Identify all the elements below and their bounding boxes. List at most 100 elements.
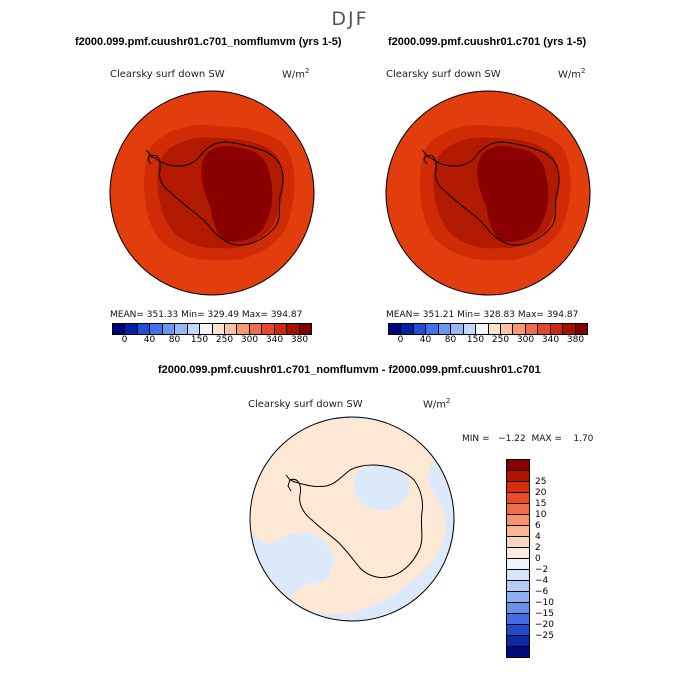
colorbar-tick-label: 340 bbox=[265, 335, 284, 345]
left-map-border bbox=[109, 90, 315, 296]
colorbar-swatch bbox=[299, 324, 311, 334]
colorbar-tick-label: −25 bbox=[535, 631, 554, 641]
left-colorbar-swatches bbox=[112, 323, 312, 335]
colorbar-swatch bbox=[507, 526, 529, 537]
colorbar-tick-label: 80 bbox=[444, 335, 457, 345]
diff-map-border bbox=[249, 416, 455, 622]
colorbar-tick-label: −15 bbox=[535, 609, 554, 619]
left-case-title: f2000.099.pmf.cuushr01.c701_nomflumvm (y… bbox=[75, 36, 342, 48]
colorbar-tick-label: 250 bbox=[491, 335, 510, 345]
colorbar-tick-label: 20 bbox=[535, 488, 547, 498]
diff-map-coastline bbox=[288, 464, 423, 579]
colorbar-swatch bbox=[507, 603, 529, 614]
colorbar-swatch bbox=[413, 324, 427, 334]
right-units: W/m2 bbox=[558, 67, 586, 81]
colorbar-tick-label: 40 bbox=[143, 335, 156, 345]
colorbar-swatch bbox=[113, 324, 126, 334]
colorbar-swatch bbox=[507, 614, 529, 625]
left-field-label: Clearsky surf down SW bbox=[110, 69, 225, 80]
colorbar-tick-label: 10 bbox=[535, 510, 547, 520]
right-colorbar: 0 40 80 150 250 300 340 380 bbox=[388, 323, 588, 347]
diff-colorbar-ticks: 25 20 15 10 6 4 2 0 −2 −4 −6 −10 −15 −20 −25 bbox=[535, 459, 575, 641]
colorbar-swatch bbox=[389, 324, 402, 334]
colorbar-tick-label: 150 bbox=[466, 335, 485, 345]
colorbar-swatch bbox=[507, 570, 529, 581]
colorbar-tick-label: 340 bbox=[541, 335, 560, 345]
diff-units: W/m2 bbox=[423, 397, 451, 411]
colorbar-swatch bbox=[507, 559, 529, 570]
diff-map-peninsula bbox=[285, 474, 292, 492]
colorbar-tick-label: 40 bbox=[419, 335, 432, 345]
colorbar-tick-label: −20 bbox=[535, 620, 554, 630]
colorbar-tick-label: 250 bbox=[215, 335, 234, 345]
colorbar-swatch bbox=[550, 324, 564, 334]
colorbar-tick-label: 4 bbox=[535, 532, 541, 542]
colorbar-swatch bbox=[507, 636, 529, 647]
colorbar-swatch bbox=[507, 537, 529, 548]
colorbar-swatch bbox=[401, 324, 414, 334]
right-map-coastline bbox=[424, 141, 560, 246]
diff-field-label: Clearsky surf down SW bbox=[248, 399, 363, 410]
colorbar-swatch bbox=[507, 493, 529, 504]
right-map-core-region bbox=[477, 145, 549, 242]
right-map-peninsula bbox=[421, 149, 428, 165]
colorbar-tick-label: 150 bbox=[190, 335, 209, 345]
diff-stats: MIN = −1.22 MAX = 1.70 bbox=[462, 434, 594, 444]
season-title: DJF bbox=[331, 8, 369, 30]
colorbar-swatch bbox=[507, 482, 529, 493]
colorbar-swatch bbox=[563, 324, 576, 334]
colorbar-swatch bbox=[507, 625, 529, 636]
diff-colorbar bbox=[506, 459, 530, 658]
colorbar-swatch bbox=[507, 504, 529, 515]
colorbar-swatch bbox=[125, 324, 138, 334]
colorbar-swatch bbox=[507, 471, 529, 482]
colorbar-swatch bbox=[507, 581, 529, 592]
diff-case-title: f2000.099.pmf.cuushr01.c701_nomflumvm - … bbox=[158, 364, 541, 376]
colorbar-tick-label: −4 bbox=[535, 576, 549, 586]
right-colorbar-swatches bbox=[388, 323, 588, 335]
left-map-coastline bbox=[148, 141, 284, 246]
colorbar-tick-label: 300 bbox=[240, 335, 259, 345]
left-map bbox=[110, 91, 314, 295]
left-map-core-region bbox=[201, 145, 273, 242]
colorbar-tick-label: 380 bbox=[566, 335, 585, 345]
colorbar-swatch bbox=[488, 324, 501, 334]
diff-colorbar-swatches bbox=[506, 459, 530, 658]
colorbar-swatch bbox=[538, 324, 551, 334]
right-stats: MEAN= 351.21 Min= 328.83 Max= 394.87 bbox=[386, 310, 579, 320]
colorbar-tick-label: 300 bbox=[516, 335, 535, 345]
colorbar-swatch bbox=[162, 324, 176, 334]
colorbar-swatch bbox=[507, 460, 529, 471]
colorbar-tick-label: 0 bbox=[397, 335, 404, 345]
colorbar-tick-label: 380 bbox=[290, 335, 309, 345]
colorbar-swatch bbox=[426, 324, 439, 334]
colorbar-tick-label: 15 bbox=[535, 499, 547, 509]
left-map-peninsula bbox=[145, 149, 152, 165]
colorbar-swatch bbox=[187, 324, 201, 334]
colorbar-swatch bbox=[438, 324, 452, 334]
colorbar-tick-label: 25 bbox=[535, 477, 547, 487]
right-map bbox=[386, 91, 590, 295]
colorbar-swatch bbox=[476, 324, 489, 334]
colorbar-tick-label: −10 bbox=[535, 598, 554, 608]
colorbar-swatch bbox=[507, 515, 529, 526]
colorbar-swatch bbox=[137, 324, 151, 334]
left-stats: MEAN= 351.33 Min= 329.49 Max= 394.87 bbox=[110, 310, 303, 320]
colorbar-swatch bbox=[525, 324, 539, 334]
colorbar-tick-label: −6 bbox=[535, 587, 549, 597]
diff-map bbox=[250, 417, 454, 621]
colorbar-tick-label: 0 bbox=[535, 554, 541, 564]
colorbar-swatch bbox=[150, 324, 163, 334]
left-colorbar-ticks: 0 40 80 150 250 300 340 380 bbox=[112, 335, 312, 347]
colorbar-swatch bbox=[575, 324, 587, 334]
right-case-title: f2000.099.pmf.cuushr01.c701 (yrs 1-5) bbox=[388, 36, 587, 48]
left-units: W/m2 bbox=[282, 67, 310, 81]
colorbar-tick-label: 80 bbox=[168, 335, 181, 345]
diff-map-positive-region bbox=[250, 419, 447, 615]
left-colorbar: 0 40 80 150 250 300 340 380 bbox=[112, 323, 312, 347]
colorbar-swatch bbox=[451, 324, 464, 334]
colorbar-swatch bbox=[262, 324, 275, 334]
colorbar-swatch bbox=[287, 324, 300, 334]
colorbar-tick-label: 0 bbox=[121, 335, 128, 345]
colorbar-swatch bbox=[463, 324, 477, 334]
